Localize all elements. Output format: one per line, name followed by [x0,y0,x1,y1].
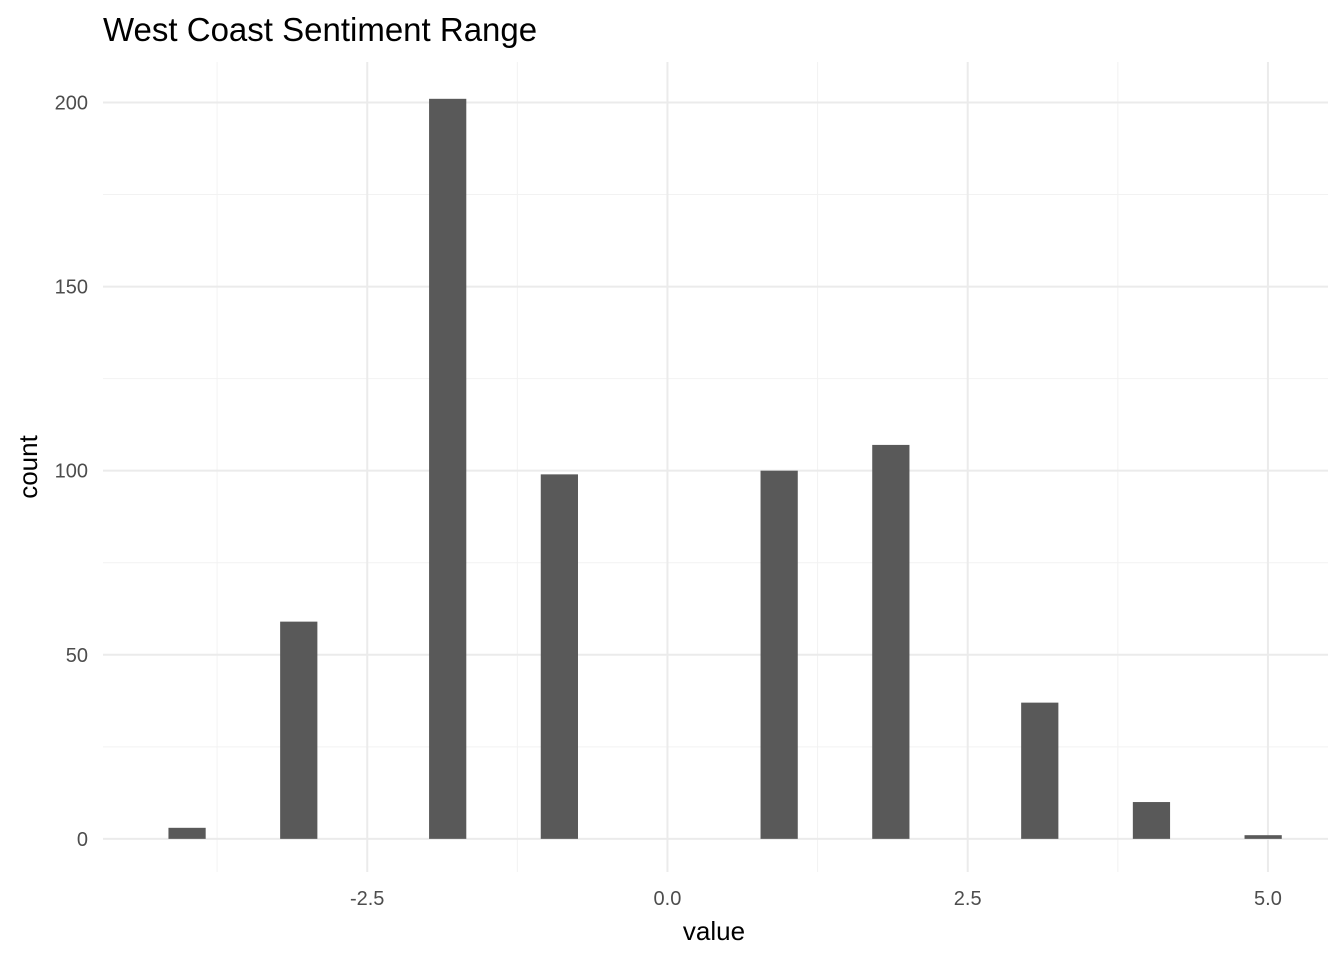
y-tick-label: 150 [55,277,88,299]
chart-title: West Coast Sentiment Range [103,11,537,48]
y-tick-label: 200 [55,93,88,115]
histogram-bar [429,98,467,839]
histogram-bar [1021,702,1059,839]
histogram-bar [540,474,578,839]
x-tick-labels: -2.5 0.0 2.5 5.0 [350,888,1282,910]
x-tick-label: 0.0 [654,888,682,910]
y-tick-label: 50 [66,645,88,667]
histogram-bar [760,470,798,839]
y-tick-label: 0 [77,829,88,851]
x-tick-label: 5.0 [1254,888,1282,910]
x-tick-label: -2.5 [350,888,384,910]
y-tick-labels: 0 50 100 150 200 [55,93,88,851]
y-tick-label: 100 [55,461,88,483]
histogram-bar [1244,835,1282,839]
histogram-bar [280,621,318,839]
x-tick-label: 2.5 [954,888,982,910]
bars [168,98,1282,839]
y-axis-title: count [13,434,43,498]
x-axis-title: value [683,916,745,946]
histogram-bar [168,827,206,839]
histogram-bar [1132,802,1171,839]
histogram-bar [872,444,910,839]
